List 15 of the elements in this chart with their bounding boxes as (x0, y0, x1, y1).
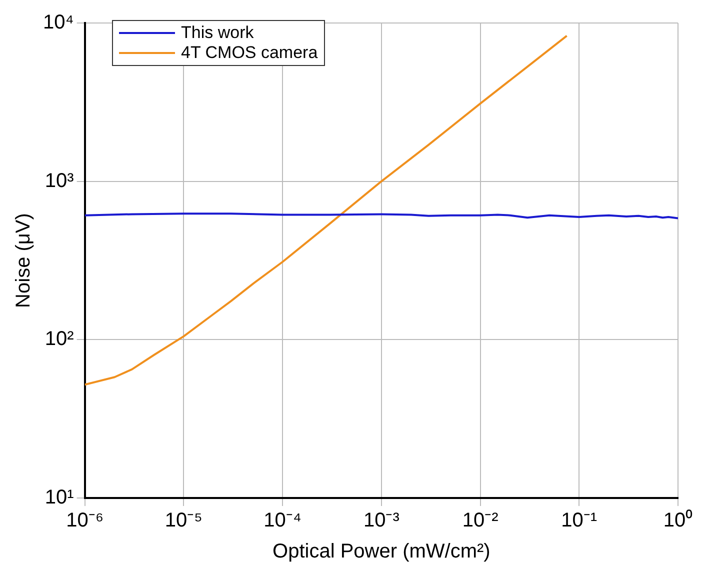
x-tick-label: 10⁻⁵ (164, 510, 202, 532)
y-axis-title: Noise (μV) (12, 213, 35, 308)
x-tick-label: 10⁻¹ (561, 510, 598, 532)
y-tick-label: 10⁴ (42, 12, 74, 34)
x-tick-label: 10⁻⁶ (66, 510, 104, 532)
y-tick-label: 10³ (44, 170, 74, 192)
y-tick-label: 10¹ (44, 486, 74, 509)
x-tick-label: 10⁻⁴ (264, 510, 302, 532)
legend-label: This work (181, 23, 254, 43)
x-axis-title: Optical Power (mW/cm²) (272, 540, 490, 563)
y-tick-label: 10² (44, 328, 74, 350)
x-tick-label: 10⁻³ (363, 510, 400, 532)
x-tick-label: 10⁻² (462, 510, 499, 532)
x-tick-label: 10⁰ (663, 508, 693, 532)
legend-label: 4T CMOS camera (181, 43, 318, 63)
